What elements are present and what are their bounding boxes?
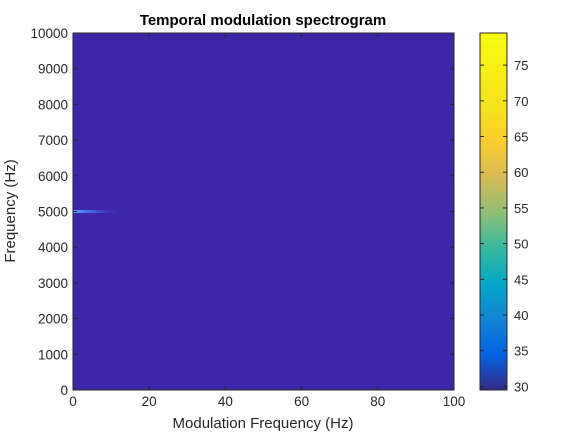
y-tick-label: 0 — [60, 383, 68, 398]
colorbar-tick-label: 65 — [514, 130, 528, 145]
y-tick-label: 8000 — [38, 97, 68, 112]
colorbar-tick-label: 70 — [514, 94, 528, 109]
colorbar-tick-label: 75 — [514, 58, 528, 73]
colorbar-tick-label: 35 — [514, 344, 528, 359]
x-tick-label: 20 — [142, 394, 157, 409]
colorbar-tick-label: 50 — [514, 237, 528, 252]
colorbar-tick-label: 40 — [514, 308, 528, 323]
x-axis-label: Modulation Frequency (Hz) — [173, 415, 354, 432]
x-tick-label: 40 — [218, 394, 233, 409]
colorbar-tick-label: 55 — [514, 201, 528, 216]
heatmap-features — [73, 210, 127, 213]
x-tick-label: 60 — [294, 394, 309, 409]
y-tick-label: 9000 — [38, 62, 68, 77]
y-tick-label: 6000 — [38, 169, 68, 184]
colorbar-tick-label: 60 — [514, 165, 528, 180]
heatmap-field — [73, 33, 454, 390]
chart-title: Temporal modulation spectrogram — [140, 12, 386, 29]
y-tick-label: 2000 — [38, 312, 68, 327]
y-tick-label: 4000 — [38, 240, 68, 255]
heatmap-feature-0 — [73, 210, 127, 213]
y-axis-label: Frequency (Hz) — [2, 159, 19, 262]
colorbar-tick-label: 45 — [514, 272, 528, 287]
colorbar-axis: 30 35 40 45 50 55 60 65 70 75 — [480, 58, 528, 394]
y-tick-label: 10000 — [30, 26, 68, 41]
x-tick-label: 100 — [443, 394, 466, 409]
x-axis: 0 20 40 60 80 100 — [69, 33, 465, 409]
colorbar-tick-label: 30 — [514, 379, 528, 394]
colorbar — [479, 32, 508, 391]
y-axis: 0 1000 2000 3000 4000 5000 6000 7000 8000 9000 100… — [30, 26, 454, 398]
y-tick-label: 1000 — [38, 347, 68, 362]
x-tick-label: 0 — [69, 394, 77, 409]
y-tick-label: 5000 — [38, 205, 68, 220]
y-tick-label: 3000 — [38, 276, 68, 291]
y-tick-label: 7000 — [38, 133, 68, 148]
x-tick-label: 80 — [370, 394, 385, 409]
